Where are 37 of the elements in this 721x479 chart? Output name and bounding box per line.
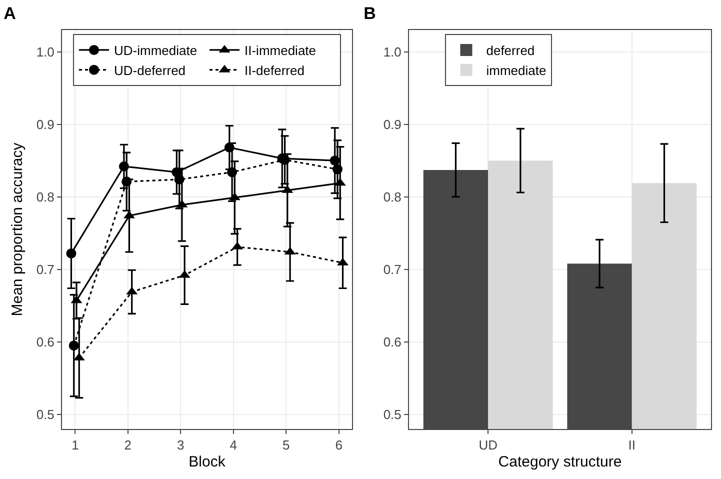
y-axis-title: Mean proportion accuracy [9,142,26,316]
y-tick-label: 0.6 [383,334,402,350]
legend-label: UD-immediate [114,43,198,58]
x-axis-title: Block [188,454,226,471]
y-tick-label: 0.8 [36,189,54,204]
x-tick-label: UD [478,438,498,453]
point [332,164,342,174]
point [66,248,76,258]
chart-title: B [364,4,376,24]
point [174,174,184,184]
y-tick-label: 0.8 [383,189,402,204]
y-tick-label: 0.6 [36,334,54,350]
point [227,167,238,178]
y-tick-label: 0.5 [36,407,54,422]
y-tick-label: 0.7 [383,262,402,277]
y-tick-label: 0.9 [36,116,54,132]
y-tick-label: 1.0 [36,44,54,60]
legend-label: II-deferred [244,62,304,78]
x-axis-title: Category structure [498,454,622,471]
x-tick-label: 5 [282,438,290,453]
point [122,176,132,187]
y-tick-label: 0.7 [36,262,54,277]
legend-label: UD-deferred [114,62,186,78]
x-tick-label: II [628,438,636,453]
legend-label: deferred [486,43,535,58]
y-tick-label: 0.9 [383,116,402,132]
point [280,154,290,165]
y-tick-label: 0.5 [383,407,402,422]
x-tick-label: 2 [124,438,132,453]
x-tick-label: 6 [335,438,342,453]
chart-title: A [4,4,16,24]
y-tick-label: 1.0 [383,44,402,60]
x-tick-label: 4 [230,438,237,453]
legend-label: II-immediate [244,43,316,58]
x-tick-label: 3 [177,438,184,453]
legend-label: immediate [486,62,546,78]
x-tick-label: 1 [72,438,79,453]
